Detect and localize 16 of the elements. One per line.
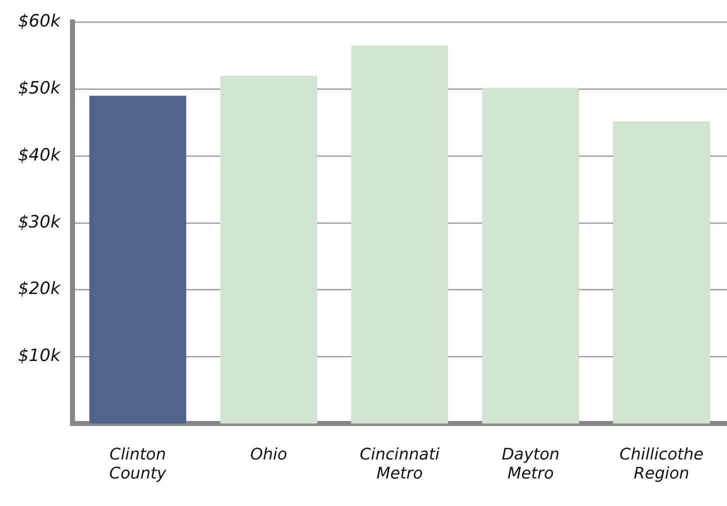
x-tick-label: Clinton County (109, 444, 167, 483)
bar (89, 96, 186, 424)
y-tick-label: $10k (18, 346, 62, 366)
bar (351, 46, 448, 424)
y-tick-label: $50k (18, 78, 62, 99)
x-tick-label: Cincinnati Metro (360, 444, 440, 483)
x-tick-label: Dayton Metro (502, 444, 560, 483)
bar (482, 88, 580, 424)
bar (613, 121, 710, 424)
x-tick-label: Ohio (250, 444, 288, 464)
y-tick-label: $60k (18, 12, 62, 32)
x-tick-label: Chillicothe Region (620, 444, 704, 483)
bar (220, 76, 318, 424)
y-tick-label: $40k (18, 145, 62, 166)
y-tick-label: $30k (18, 212, 62, 232)
y-tick-label: $20k (18, 279, 62, 300)
